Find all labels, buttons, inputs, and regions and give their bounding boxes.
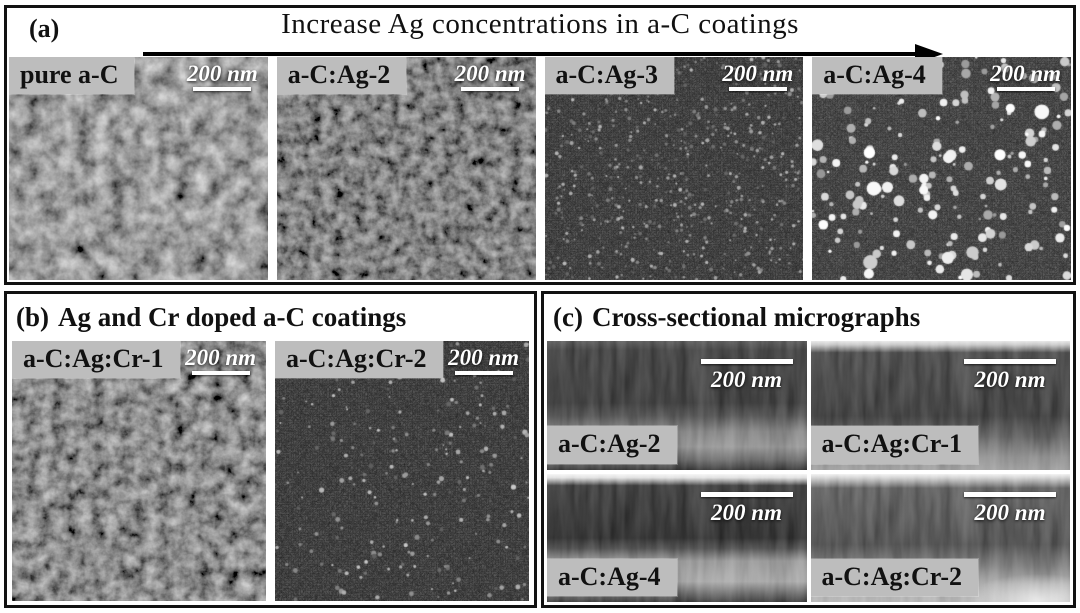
sample-label: a-C:Ag:Cr-2 (810, 558, 979, 596)
sample-label: a-C:Ag-2 (276, 57, 407, 95)
scale-bar-line (964, 359, 1056, 364)
scale-bar-text: 200 nm (974, 367, 1046, 392)
scale-bar: 200 nm (964, 359, 1056, 393)
panel-c-label: (c) (553, 302, 583, 332)
panel-b-micrograph-row: a-C:Ag:Cr-1 200 nm a-C:Ag:Cr-2 200 nm (12, 341, 529, 601)
scale-bar-text: 200 nm (454, 61, 526, 86)
scale-bar-text: 200 nm (711, 367, 782, 392)
sample-label: a-C:Ag-2 (547, 426, 677, 464)
scale-bar-text: 200 nm (186, 61, 258, 86)
panel-c: (c) Cross-sectional micrographs a-C:Ag-2… (541, 291, 1076, 608)
scale-bar-line (461, 87, 520, 91)
scale-bar: 200 nm (700, 491, 793, 526)
scale-bar-text: 200 nm (185, 345, 256, 370)
arrow-line (143, 52, 917, 56)
scale-bar-line (193, 87, 252, 91)
scale-bar-line (700, 359, 793, 364)
sample-label: a-C:Ag:Cr-1 (12, 341, 180, 379)
scale-bar-line (700, 491, 793, 497)
scale-bar-line (964, 491, 1056, 497)
micrograph-a-c-ag-cr-2: a-C:Ag:Cr-2 200 nm (275, 341, 529, 601)
panel-a: (a) Increase Ag concentrations in a-C co… (4, 5, 1076, 285)
panel-c-micrograph-grid: a-C:Ag-2 200 nm a-C:Ag:Cr-1 200 nm a-C:A… (547, 341, 1070, 602)
scale-bar-text: 200 nm (974, 499, 1046, 525)
scale-bar-line (454, 371, 513, 375)
panel-b-title: (b) Ag and Cr doped a-C coatings (7, 294, 534, 341)
panel-b-title-text: Ag and Cr doped a-C coatings (58, 302, 407, 332)
micrograph-a-c-ag-2: a-C:Ag-2 200 nm (276, 57, 536, 280)
cross-section-a-c-ag-cr-2: a-C:Ag:Cr-2 200 nm (810, 473, 1070, 602)
scale-bar-text: 200 nm (722, 61, 794, 86)
panel-b-label: (b) (16, 302, 49, 332)
scale-bar: 200 nm (990, 61, 1061, 91)
cross-section-a-c-ag-4: a-C:Ag-4 200 nm (547, 473, 807, 602)
sample-label: a-C:Ag-3 (544, 57, 675, 95)
panel-c-title: (c) Cross-sectional micrographs (544, 294, 1073, 341)
scale-bar-text: 200 nm (448, 345, 519, 370)
sample-label: pure a-C (9, 57, 135, 95)
sample-label: a-C:Ag-4 (812, 57, 942, 95)
micrograph-a-c-ag-cr-1: a-C:Ag:Cr-1 200 nm (12, 341, 266, 601)
cross-section-a-c-ag-cr-1: a-C:Ag:Cr-1 200 nm (810, 341, 1070, 470)
scale-bar: 200 nm (964, 491, 1056, 526)
panel-a-header: (a) Increase Ag concentrations in a-C co… (7, 8, 1073, 64)
scale-bar-line (728, 87, 787, 91)
sample-label: a-C:Ag-4 (547, 558, 677, 596)
sem-texture (12, 341, 266, 601)
scale-bar-line (996, 87, 1055, 91)
scale-bar: 200 nm (185, 345, 256, 375)
scale-bar: 200 nm (722, 61, 793, 91)
micrograph-pure-a-c: pure a-C 200 nm (9, 57, 268, 280)
scale-bar-line (191, 371, 250, 375)
panel-a-title: Increase Ag concentrations in a-C coatin… (281, 8, 799, 40)
scale-bar: 200 nm (700, 359, 793, 393)
sample-label: a-C:Ag:Cr-1 (810, 426, 979, 464)
panel-b: (b) Ag and Cr doped a-C coatings a-C:Ag:… (4, 291, 537, 608)
sample-label: a-C:Ag:Cr-2 (275, 341, 443, 379)
cross-section-a-c-ag-2: a-C:Ag-2 200 nm (547, 341, 807, 470)
nanoparticle-dots (275, 341, 529, 601)
micrograph-a-c-ag-4: a-C:Ag-4 200 nm (812, 57, 1071, 280)
panel-c-title-text: Cross-sectional micrographs (591, 302, 921, 332)
panel-a-label: (a) (29, 14, 60, 43)
scale-bar: 200 nm (187, 61, 258, 91)
scale-bar-text: 200 nm (711, 499, 782, 525)
panel-a-micrograph-row: pure a-C 200 nm a-C:Ag-2 200 nm a-C:Ag-3 (9, 57, 1071, 280)
scale-bar: 200 nm (455, 61, 526, 91)
scale-bar-text: 200 nm (990, 61, 1061, 86)
micrograph-a-c-ag-3: a-C:Ag-3 200 nm (544, 57, 804, 280)
scale-bar: 200 nm (448, 345, 519, 375)
